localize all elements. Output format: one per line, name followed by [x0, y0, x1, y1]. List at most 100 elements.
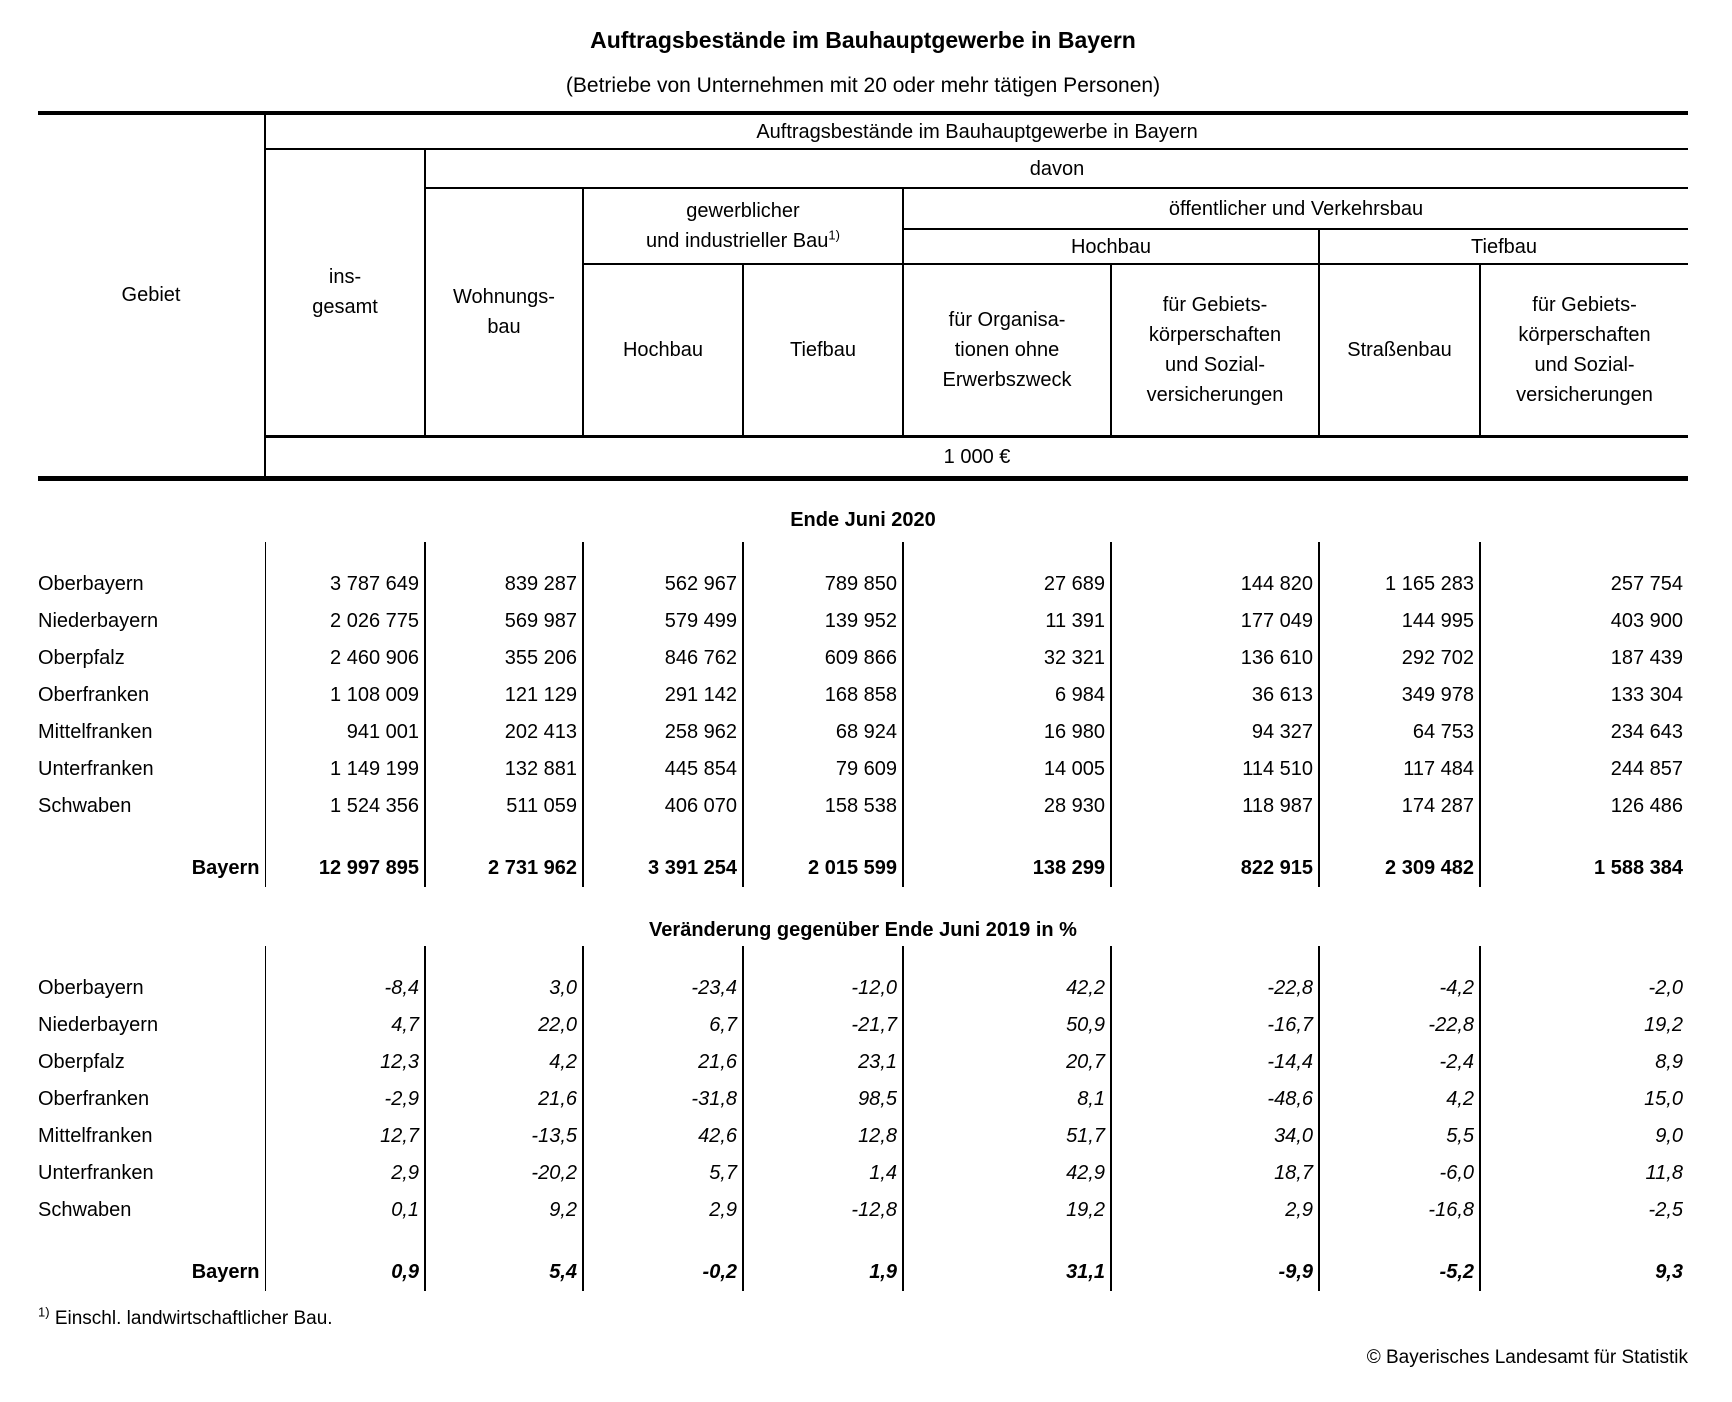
value-cell: 8,1	[902, 1080, 1111, 1118]
table-row: Oberfranken 1 108 009 121 129 291 142 168 85…	[38, 676, 1688, 714]
value-cell: 291 142	[582, 676, 743, 714]
header-cell-davon: davon	[425, 149, 1689, 189]
table-row: Oberbayern 3 787 649 839 287 562 967 789 850…	[38, 565, 1688, 603]
table-row: Schwaben 0,1 9,2 2,9 -12,8 19,2 2,9 -16,8 -2,5	[38, 1191, 1688, 1229]
region-label: Oberbayern	[38, 976, 144, 999]
table-row: Niederbayern 4,7 22,0 6,7 -21,7 50,9 -16,7 -22,…	[38, 1006, 1688, 1044]
value-cell: -48,6	[1110, 1080, 1319, 1118]
region-label: Bayern	[191, 856, 260, 879]
table-row: Bayern 0,9 5,4 -0,2 1,9 31,1 -9,9 -5,2 9,3	[38, 1253, 1688, 1291]
value-cell: 12,7	[264, 1117, 425, 1155]
value-cell: 19,2	[1479, 1006, 1688, 1044]
table-row: Oberpfalz 12,3 4,2 21,6 23,1 20,7 -14,4 -2,4 8,9	[38, 1043, 1688, 1081]
value-cell: 27 689	[902, 565, 1111, 603]
value-cell: -20,2	[424, 1154, 583, 1192]
header-cell-wohnungsbau: Wohnungs- bau	[425, 188, 584, 438]
region-label: Oberfranken	[38, 683, 150, 706]
value-cell: 202 413	[424, 713, 583, 751]
value-cell: 822 915	[1110, 849, 1319, 887]
header-label-gewerblicher-bau: gewerblicher und industrieller Bau	[646, 200, 829, 252]
value-cell: 609 866	[742, 639, 903, 677]
region-label: Unterfranken	[38, 757, 154, 780]
value-cell: 133 304	[1479, 676, 1688, 714]
header-cell-gewerblicher-bau: gewerblicher und industrieller Bau1)	[583, 188, 904, 265]
value-cell: 12,8	[742, 1117, 903, 1155]
value-cell: 21,6	[424, 1080, 583, 1118]
value-cell: 42,9	[902, 1154, 1111, 1192]
region-label: Schwaben	[38, 794, 132, 817]
value-cell: 941 001	[264, 713, 425, 751]
document-title: Auftragsbestände im Bauhauptgewerbe in B…	[590, 27, 1136, 53]
value-cell: 117 484	[1318, 750, 1480, 788]
value-cell: 2 460 906	[264, 639, 425, 677]
region-label: Oberpfalz	[38, 646, 125, 669]
spacer-row	[38, 1228, 1688, 1254]
header-cell-tiefbau-group: Tiefbau	[1319, 229, 1689, 265]
section-title-ende-juni-2020: Ende Juni 2020	[790, 508, 936, 531]
table-header: Gebiet Auftragsbestände im Bauhauptgewer…	[38, 111, 1689, 481]
value-cell: -12,0	[742, 969, 903, 1007]
value-cell: 42,2	[902, 969, 1111, 1007]
value-cell: 31,1	[902, 1253, 1111, 1291]
value-cell: 16 980	[902, 713, 1111, 751]
header-cell-unit: 1 000 €	[943, 445, 1011, 468]
value-cell: -16,8	[1318, 1191, 1480, 1229]
region-label: Oberfranken	[38, 1087, 150, 1110]
header-cell-insgesamt: ins- gesamt	[265, 149, 426, 438]
value-cell: 0,9	[264, 1253, 425, 1291]
value-cell: 3,0	[424, 969, 583, 1007]
value-cell: 118 987	[1110, 787, 1319, 825]
value-cell: -6,0	[1318, 1154, 1480, 1192]
footnote: 1) Einschl. landwirtschaftlicher Bau.	[38, 1305, 1688, 1332]
value-cell: 158 538	[742, 787, 903, 825]
region-label: Mittelfranken	[38, 720, 153, 743]
value-cell: 1 149 199	[264, 750, 425, 788]
value-cell: 114 510	[1110, 750, 1319, 788]
region-label: Niederbayern	[38, 609, 159, 632]
value-cell: 50,9	[902, 1006, 1111, 1044]
value-cell: 257 754	[1479, 565, 1688, 603]
value-cell: 28 930	[902, 787, 1111, 825]
value-cell: 3 391 254	[582, 849, 743, 887]
header-cell-gebietskoerperschaften-tiefbau: für Gebiets- körperschaften und Sozial- …	[1480, 264, 1689, 438]
value-cell: 3 787 649	[264, 565, 425, 603]
document-page: Auftragsbestände im Bauhauptgewerbe in B…	[38, 27, 1689, 1368]
value-cell: 6 984	[902, 676, 1111, 714]
value-cell: -23,4	[582, 969, 743, 1007]
value-cell: 32 321	[902, 639, 1111, 677]
value-cell: 21,6	[582, 1043, 743, 1081]
footnote-text: Einschl. landwirtschaftlicher Bau.	[54, 1307, 333, 1329]
value-cell: -9,9	[1110, 1253, 1319, 1291]
data-table-ende-juni-2020: Oberbayern 3 787 649 839 287 562 967 789 850…	[38, 541, 1688, 887]
region-label: Mittelfranken	[38, 1124, 153, 1147]
value-cell: 132 881	[424, 750, 583, 788]
value-cell: 789 850	[742, 565, 903, 603]
header-cell-span-title: Auftragsbestände im Bauhauptgewerbe in B…	[265, 113, 1689, 150]
value-cell: 121 129	[424, 676, 583, 714]
value-cell: 18,7	[1110, 1154, 1319, 1192]
value-cell: 12,3	[264, 1043, 425, 1081]
value-cell: 12 997 895	[264, 849, 425, 887]
spacer-row	[38, 945, 1688, 970]
value-cell: 511 059	[424, 787, 583, 825]
value-cell: 15,0	[1479, 1080, 1688, 1118]
value-cell: 445 854	[582, 750, 743, 788]
value-cell: 51,7	[902, 1117, 1111, 1155]
value-cell: 8,9	[1479, 1043, 1688, 1081]
region-label: Niederbayern	[38, 1013, 159, 1036]
value-cell: 34,0	[1110, 1117, 1319, 1155]
table-row: Niederbayern 2 026 775 569 987 579 499 139 9…	[38, 602, 1688, 640]
header-cell-hochbau: Hochbau	[583, 264, 744, 438]
value-cell: 1 165 283	[1318, 565, 1480, 603]
value-cell: 292 702	[1318, 639, 1480, 677]
footnote-marker-superscript: 1)	[828, 227, 840, 243]
table-row: Oberfranken -2,9 21,6 -31,8 98,5 8,1 -48,6 4,2 1…	[38, 1080, 1688, 1118]
table-row: Mittelfranken 941 001 202 413 258 962 68 924…	[38, 713, 1688, 751]
value-cell: 1 588 384	[1479, 849, 1688, 887]
value-cell: 569 987	[424, 602, 583, 640]
data-table-veraenderung: Oberbayern -8,4 3,0 -23,4 -12,0 42,2 -22,8 -4,2…	[38, 945, 1688, 1291]
value-cell: 79 609	[742, 750, 903, 788]
value-cell: 244 857	[1479, 750, 1688, 788]
value-cell: 2,9	[264, 1154, 425, 1192]
table-row: Oberbayern -8,4 3,0 -23,4 -12,0 42,2 -22,8 -4,2…	[38, 969, 1688, 1007]
